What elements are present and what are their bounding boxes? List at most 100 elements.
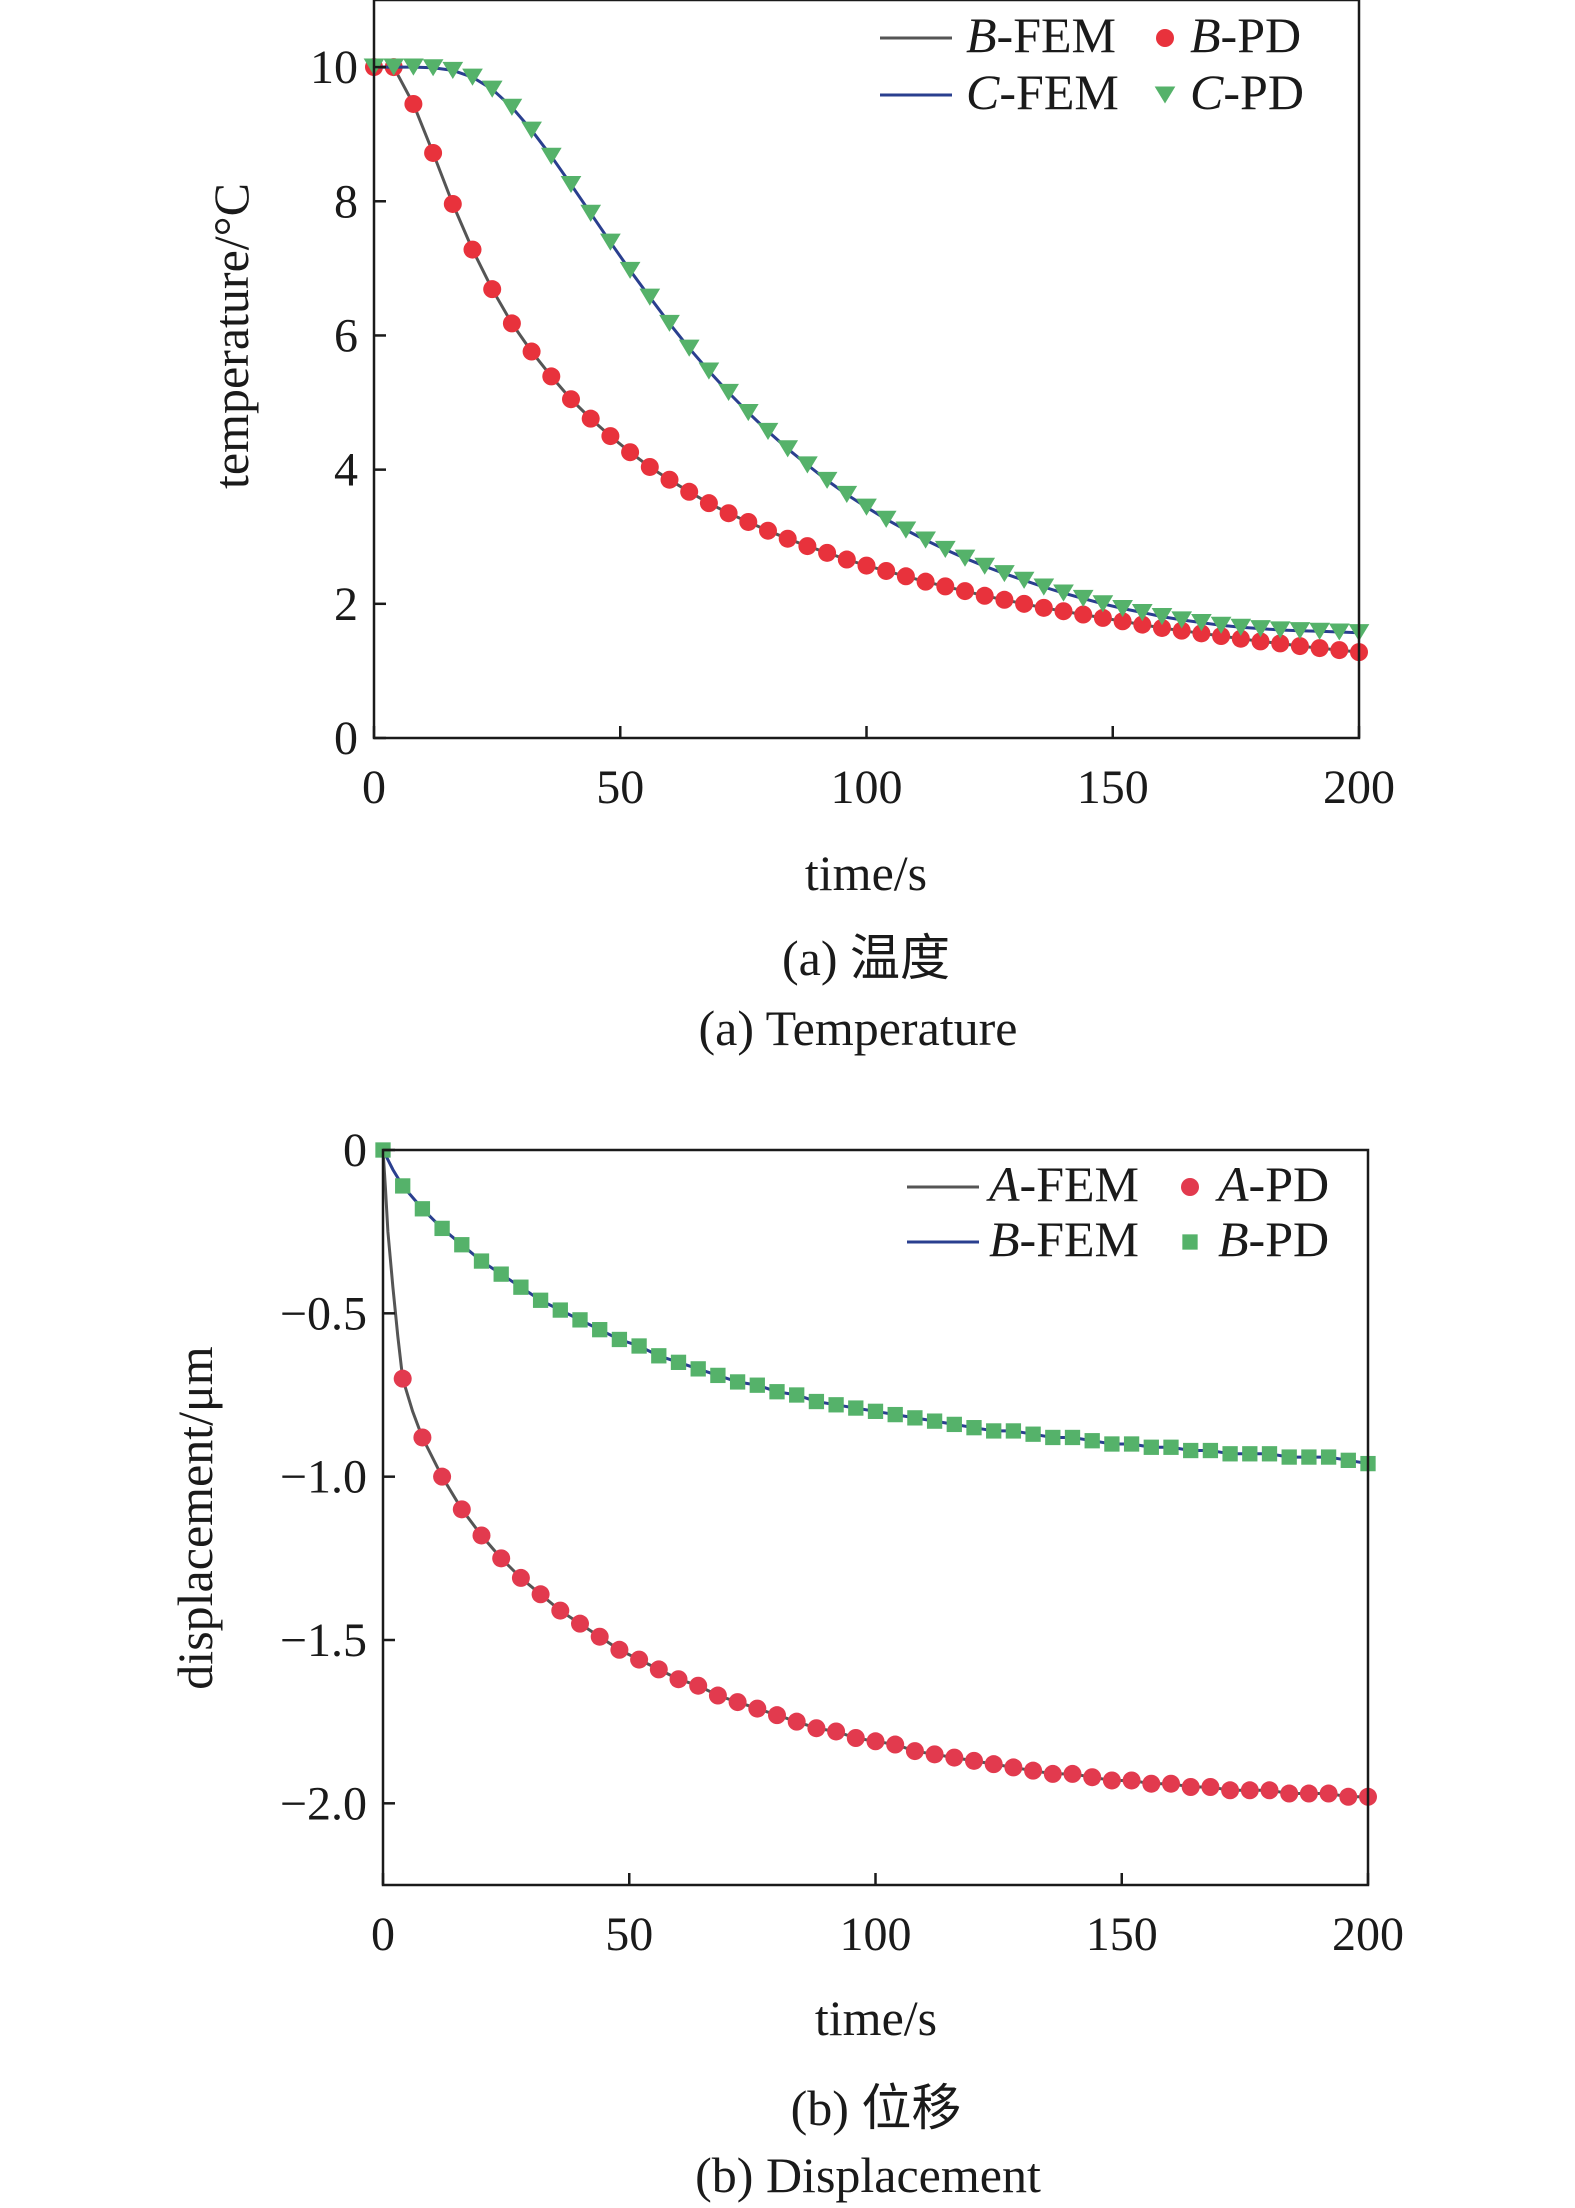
panel-b-legend-label: A-PD <box>1215 1156 1329 1212</box>
panel-b-y-tick-label: −0.5 <box>280 1287 367 1340</box>
panel-a-series-c-pd-marker <box>1210 616 1232 634</box>
panel-a-series-c-pd-marker <box>1112 599 1133 618</box>
panel-a-series-b-pd-marker <box>581 409 600 428</box>
panel-a-series-c-pd-marker <box>816 471 838 489</box>
panel-a-series-c-pd-marker <box>540 147 562 165</box>
panel-a-x-tick-label: 0 <box>362 761 386 814</box>
panel-a-series-c-pd-marker <box>501 98 523 116</box>
panel-b-series-b-pd-marker <box>690 1361 706 1377</box>
panel-b-series-a-pd-marker <box>945 1748 964 1767</box>
panel-b-series-b-pd-marker <box>848 1400 864 1416</box>
panel-a-series-b-pd-marker <box>1074 605 1093 624</box>
panel-b-series-b-pd-marker <box>631 1338 647 1354</box>
panel-b-series-a-pd-marker <box>1083 1768 1102 1787</box>
panel-a-plot-area <box>363 58 1370 662</box>
panel-a-series-c-pd-marker <box>442 61 464 79</box>
panel-b-series-a-pd-marker <box>413 1428 432 1447</box>
panel-a-series-c-pd-marker <box>698 362 720 380</box>
panel-a-series-c-pd-marker <box>1053 584 1074 602</box>
panel-b-series-b-pd-marker <box>1163 1439 1179 1455</box>
panel-b-series-a-pd-marker <box>925 1745 944 1764</box>
panel-b-y-tick-label: −2.0 <box>280 1777 367 1830</box>
panel-b-series-a-pd-marker <box>1319 1784 1338 1803</box>
panel-b-series-b-pd-marker <box>1281 1449 1297 1465</box>
panel-b-series-b-pd-marker <box>1222 1446 1238 1462</box>
panel-b-legend-marker-swatch <box>1182 1234 1198 1250</box>
panel-a-series-b-pd-marker <box>1192 624 1211 643</box>
panel-b-x-tick-label: 150 <box>1086 1908 1158 1961</box>
panel-a-series-b-pd-marker <box>562 390 580 409</box>
panel-b-series-b-pd-marker <box>454 1237 470 1253</box>
panel-b-series-a-pd-marker <box>590 1627 609 1646</box>
panel-b-series-b-pd-marker <box>729 1374 746 1390</box>
panel-a-series-c-pd-marker <box>1269 621 1291 639</box>
panel-b-series-a-pd-marker <box>1221 1781 1240 1800</box>
panel-a-legend-marker-swatch <box>1154 86 1176 104</box>
panel-b-series-a-pd-marker <box>787 1712 806 1731</box>
panel-a-series-c-pd-marker <box>659 314 680 332</box>
panel-a-series-b-pd-marker <box>1153 618 1171 637</box>
panel-a-y-tick-label: 4 <box>334 444 358 497</box>
panel-a-series-c-pd-marker <box>954 549 976 567</box>
panel-a-series-c-pd-marker <box>1151 608 1173 626</box>
panel-b-series-b-pd-marker <box>1123 1436 1140 1452</box>
panel-a-series-b-pd-marker <box>1330 641 1349 660</box>
panel-a-y-tick-label: 10 <box>310 41 358 94</box>
panel-a-x-tick-label: 150 <box>1077 761 1149 814</box>
panel-a-series-c-pd-marker <box>856 498 877 516</box>
panel-a-series-c-pd-marker <box>1092 595 1114 613</box>
panel-a-series-c-pd-marker <box>1033 578 1055 596</box>
panel-a-series-b-pd-marker <box>936 577 955 596</box>
panel-a-series-b-pd-marker <box>818 543 837 562</box>
panel-a-y-axis-title: temperature/°C <box>203 183 259 489</box>
panel-b-legend-label: B-FEM <box>989 1211 1139 1267</box>
panel-b-series-b-pd-marker <box>926 1413 943 1429</box>
panel-a-series-c-pd-marker <box>403 58 424 76</box>
panel-b-series-a-pd-marker <box>708 1686 727 1705</box>
panel-a-series-b-pd-marker <box>1212 627 1231 646</box>
panel-b-legend-marker-swatch <box>1181 1178 1199 1196</box>
panel-a-y-tick-label: 6 <box>334 309 358 362</box>
panel-b-series-a-pd-marker <box>846 1729 865 1747</box>
panel-b-series-b-pd-marker <box>1045 1429 1061 1446</box>
panel-b-series-a-pd-marker <box>649 1660 668 1679</box>
panel-b-x-tick-label: 100 <box>840 1908 912 1961</box>
panel-b-series-b-pd-marker <box>828 1397 844 1413</box>
panel-a-legend: B-FEM B-PD C-FEM C-PD <box>880 7 1304 120</box>
panel-b-ticks: 0 50 100 150 200 0 −0.5 −1.0 −1.5 −2.0 <box>280 1124 1404 1961</box>
panel-b-series-a-pd-marker <box>571 1614 589 1633</box>
panel-a-series-b-pd-marker <box>404 94 423 113</box>
panel-a-series-b-pd-marker <box>1271 634 1290 653</box>
panel-a-series-b-pd-marker <box>542 367 561 386</box>
panel-b-series-a-pd-marker <box>492 1549 511 1568</box>
panel-a-series-c-pd-marker <box>934 540 956 559</box>
panel-b-series-a-pd-marker <box>768 1706 786 1725</box>
panel-b-legend: A-FEM A-PD B-FEM B-PD <box>907 1156 1329 1267</box>
panel-a-series-c-pd-marker <box>462 68 483 86</box>
panel-b-series-b-pd-marker <box>1143 1439 1159 1455</box>
panel-a-series-c-pd-marker <box>757 422 779 440</box>
panel-b-series-a-pd-marker <box>905 1742 924 1761</box>
panel-a-series-b-pd-marker <box>1133 615 1152 634</box>
panel-b-series-b-pd-marker <box>1183 1442 1199 1459</box>
panel-a-legend-label: C-PD <box>1190 64 1304 120</box>
panel-a-series-b-pd-marker <box>502 314 521 333</box>
panel-b-series-a-pd-marker <box>669 1670 688 1689</box>
panel-a-series-c-pd-marker <box>718 383 739 402</box>
panel-b-series-a-pd-marker <box>1004 1758 1023 1777</box>
panel-a-caption-chinese: (a) 温度 <box>782 930 950 986</box>
panel-a-series-c-pd-marker <box>521 121 542 139</box>
panel-a-series-b-pd-marker <box>798 537 817 556</box>
panel-a-series-b-pd-marker <box>1251 632 1270 651</box>
panel-b-series-a-pd-marker <box>1024 1761 1043 1780</box>
panel-a-series-b-pd-marker <box>1231 629 1250 648</box>
panel-a-legend-label: B-PD <box>1190 7 1301 63</box>
panel-b-series-a-pd-marker <box>1181 1778 1200 1796</box>
panel-b-series-b-pd-marker <box>808 1393 825 1410</box>
panel-a-series-c-pd-marker <box>1230 618 1252 636</box>
panel-b-series-b-pd-marker <box>670 1354 687 1370</box>
panel-b-series-a-pd-marker <box>1240 1781 1259 1800</box>
panel-b-series-b-pd-marker <box>611 1331 628 1348</box>
panel-b-series-a-pd-marker <box>1043 1764 1062 1783</box>
